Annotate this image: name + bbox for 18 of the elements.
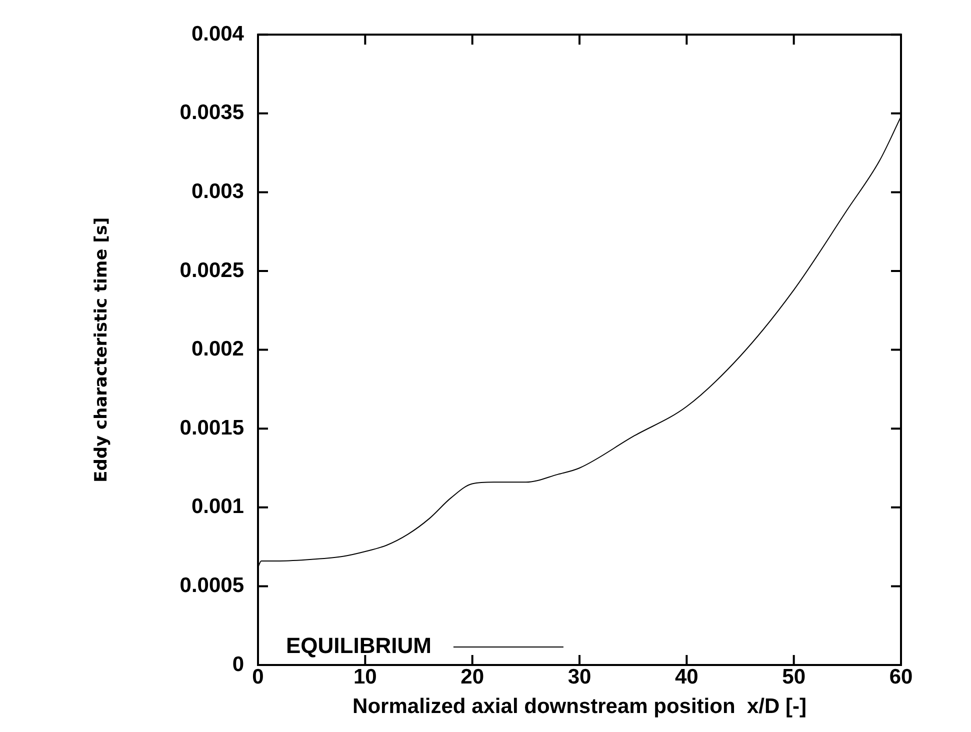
x-tick-label: 10 bbox=[353, 665, 377, 688]
text: EQUILIBRIUM bbox=[286, 633, 432, 658]
y-tick-label: 0.0015 bbox=[180, 416, 244, 440]
x-tick-label: 60 bbox=[889, 665, 913, 688]
y-tick-label: 0.001 bbox=[191, 495, 244, 518]
y-tick-label: 0.0025 bbox=[180, 258, 244, 282]
x-axis-title: Normalized axial downstream position x/D [-] bbox=[352, 695, 806, 718]
y-tick-label: 0.004 bbox=[191, 22, 244, 46]
y-tick-label: 0.0005 bbox=[180, 574, 244, 597]
x-tick-label: 20 bbox=[460, 665, 484, 688]
y-tick-label: 0.0035 bbox=[180, 101, 244, 124]
y-axis-title: Eddy characteristic time [s] bbox=[92, 217, 112, 482]
x-tick-label: 40 bbox=[674, 665, 698, 688]
x-tick-label: 0 bbox=[252, 665, 264, 688]
y-tick-label: 0.002 bbox=[191, 338, 244, 361]
x-tick-label: 30 bbox=[568, 665, 592, 688]
x-tick-label: 50 bbox=[782, 665, 806, 688]
y-tick-label: 0.003 bbox=[191, 180, 244, 203]
